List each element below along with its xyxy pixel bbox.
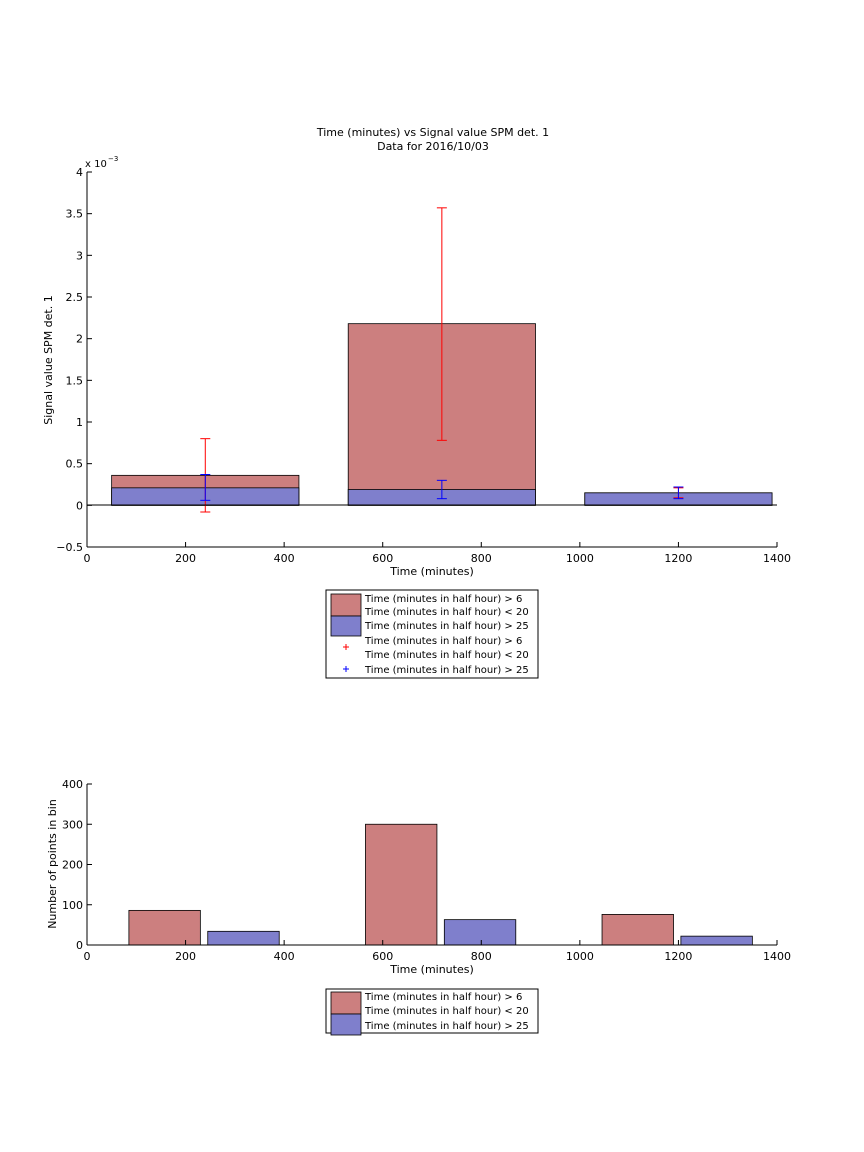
y-axis-label: Number of points in bin [46, 799, 59, 929]
y-tick-label: −0.5 [56, 541, 83, 554]
legend-label: Time (minutes in half hour) > 6 [364, 636, 522, 647]
x-tick-label: 800 [471, 950, 492, 963]
bar-blue [207, 930, 280, 946]
legend-patch-blue [330, 615, 362, 637]
x-tick-label: 0 [84, 950, 91, 963]
signal-axes: 0 200 400 600 800 1000 1200 1400−0.500.511.522.… [56, 166, 791, 565]
x-tick-label: 400 [274, 950, 295, 963]
count-bars [128, 823, 753, 946]
legend: Time (minutes in half hour) > 6 Time (mi… [325, 589, 539, 679]
y-tick-label: 200 [62, 859, 83, 872]
legend-label: Time (minutes in half hour) > 25 [364, 1021, 529, 1032]
y-tick-label: 100 [62, 899, 83, 912]
y-tick-label: 1.5 [66, 374, 84, 387]
legend-marker-red [343, 644, 349, 650]
y-tick-label: 2 [76, 333, 83, 346]
x-tick-label: 600 [372, 552, 393, 565]
chart-title: Time (minutes) vs Signal value SPM det. … [316, 126, 549, 139]
y-multiplier: x 10 [85, 159, 107, 170]
count-axes: 0 200 400 600 800 1000 1200 1400 0 100 200 300 400 [62, 778, 791, 963]
x-tick-label: 200 [175, 552, 196, 565]
legend-label: Time (minutes in half hour) > 25 [364, 621, 529, 632]
y-tick-label: 3.5 [66, 208, 84, 221]
x-tick-label: 600 [372, 950, 393, 963]
y-tick-label: 2.5 [66, 291, 84, 304]
y-exponent-label: x 10 −3 [85, 155, 118, 170]
bar-red [365, 823, 438, 946]
y-tick-label: 300 [62, 818, 83, 831]
y-tick-label: 0 [76, 939, 83, 952]
legend-patch-red [330, 991, 362, 1015]
count-chart: 0 200 400 600 800 1000 1200 1400 0 100 200 300 400 T… [46, 778, 791, 1036]
legend-patch-blue [330, 1013, 362, 1036]
y-tick-label: 400 [62, 778, 83, 791]
x-tick-label: 800 [471, 552, 492, 565]
x-tick-label: 200 [175, 950, 196, 963]
x-axis-label: Time (minutes) [389, 565, 474, 578]
signal-error-bars [200, 207, 684, 513]
x-tick-label: 400 [274, 552, 295, 565]
legend-patch-red [330, 593, 362, 617]
bar-blue [680, 935, 753, 946]
legend-label: Time (minutes in half hour) < 20 [364, 607, 529, 618]
x-tick-label: 1200 [664, 950, 692, 963]
chart-subtitle: Data for 2016/10/03 [377, 140, 489, 153]
legend-marker-blue [343, 666, 349, 672]
legend-label: Time (minutes in half hour) > 25 [364, 665, 529, 676]
x-tick-label: 0 [84, 552, 91, 565]
y-tick-label: 1 [76, 416, 83, 429]
legend-label: Time (minutes in half hour) > 6 [364, 992, 522, 1003]
y-tick-label: 3 [76, 249, 83, 262]
x-tick-label: 1400 [763, 950, 791, 963]
y-axis-label: Signal value SPM det. 1 [42, 295, 55, 425]
legend: Time (minutes in half hour) > 6 Time (mi… [325, 988, 539, 1036]
legend-label: Time (minutes in half hour) > 6 [364, 594, 522, 605]
y-tick-label: 0.5 [66, 458, 84, 471]
legend-label: Time (minutes in half hour) < 20 [364, 1006, 529, 1017]
x-tick-label: 1000 [566, 552, 594, 565]
x-axis-label: Time (minutes) [389, 963, 474, 976]
x-tick-label: 1000 [566, 950, 594, 963]
x-tick-label: 1200 [664, 552, 692, 565]
y-tick-label: 0 [76, 499, 83, 512]
y-exponent: −3 [108, 155, 118, 163]
bar-blue [443, 919, 517, 946]
bar-red [601, 914, 674, 946]
signal-chart: Time (minutes) vs Signal value SPM det. … [42, 126, 791, 679]
y-tick-label: 4 [76, 166, 83, 179]
bar-red [128, 909, 201, 946]
x-tick-label: 1400 [763, 552, 791, 565]
legend-label: Time (minutes in half hour) < 20 [364, 650, 529, 661]
